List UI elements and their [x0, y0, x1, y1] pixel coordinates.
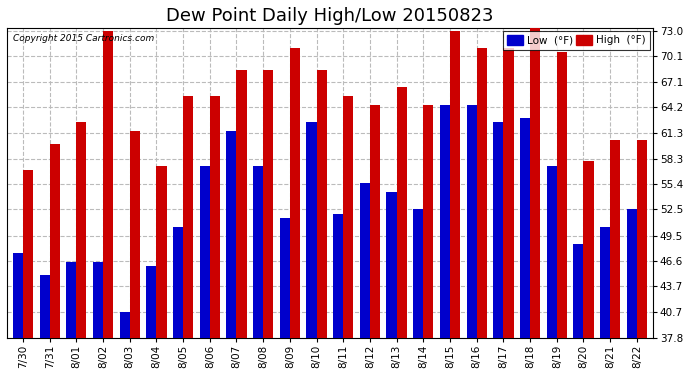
Text: Copyright 2015 Cartronics.com: Copyright 2015 Cartronics.com	[13, 34, 155, 43]
Bar	[306, 122, 317, 338]
Bar	[146, 266, 157, 338]
Bar	[253, 166, 263, 338]
Bar	[557, 53, 567, 338]
Bar	[584, 161, 593, 338]
Bar	[77, 122, 86, 338]
Bar	[424, 105, 433, 338]
Bar	[440, 105, 450, 338]
Bar	[157, 166, 166, 338]
Bar	[66, 262, 77, 338]
Bar	[397, 87, 407, 338]
Bar	[119, 312, 130, 338]
Bar	[279, 218, 290, 338]
Legend: Low  (°F), High  (°F): Low (°F), High (°F)	[503, 31, 650, 50]
Bar	[173, 227, 183, 338]
Bar	[210, 96, 220, 338]
Title: Dew Point Daily High/Low 20150823: Dew Point Daily High/Low 20150823	[166, 7, 493, 25]
Bar	[183, 96, 193, 338]
Bar	[466, 105, 477, 338]
Bar	[450, 30, 460, 338]
Bar	[386, 192, 397, 338]
Bar	[290, 48, 300, 338]
Bar	[600, 227, 610, 338]
Bar	[333, 214, 343, 338]
Bar	[317, 70, 326, 338]
Bar	[50, 144, 60, 338]
Bar	[546, 166, 557, 338]
Bar	[504, 48, 513, 338]
Bar	[573, 244, 584, 338]
Bar	[359, 183, 370, 338]
Bar	[13, 253, 23, 338]
Bar	[520, 118, 530, 338]
Bar	[199, 166, 210, 338]
Bar	[103, 30, 113, 338]
Bar	[627, 209, 637, 338]
Bar	[343, 96, 353, 338]
Bar	[23, 170, 33, 338]
Bar	[226, 131, 237, 338]
Bar	[130, 131, 140, 338]
Bar	[39, 275, 50, 338]
Bar	[263, 70, 273, 338]
Bar	[237, 70, 246, 338]
Bar	[413, 209, 424, 338]
Bar	[637, 140, 647, 338]
Bar	[530, 26, 540, 338]
Bar	[93, 262, 103, 338]
Bar	[610, 140, 620, 338]
Bar	[477, 48, 487, 338]
Bar	[370, 105, 380, 338]
Bar	[493, 122, 504, 338]
